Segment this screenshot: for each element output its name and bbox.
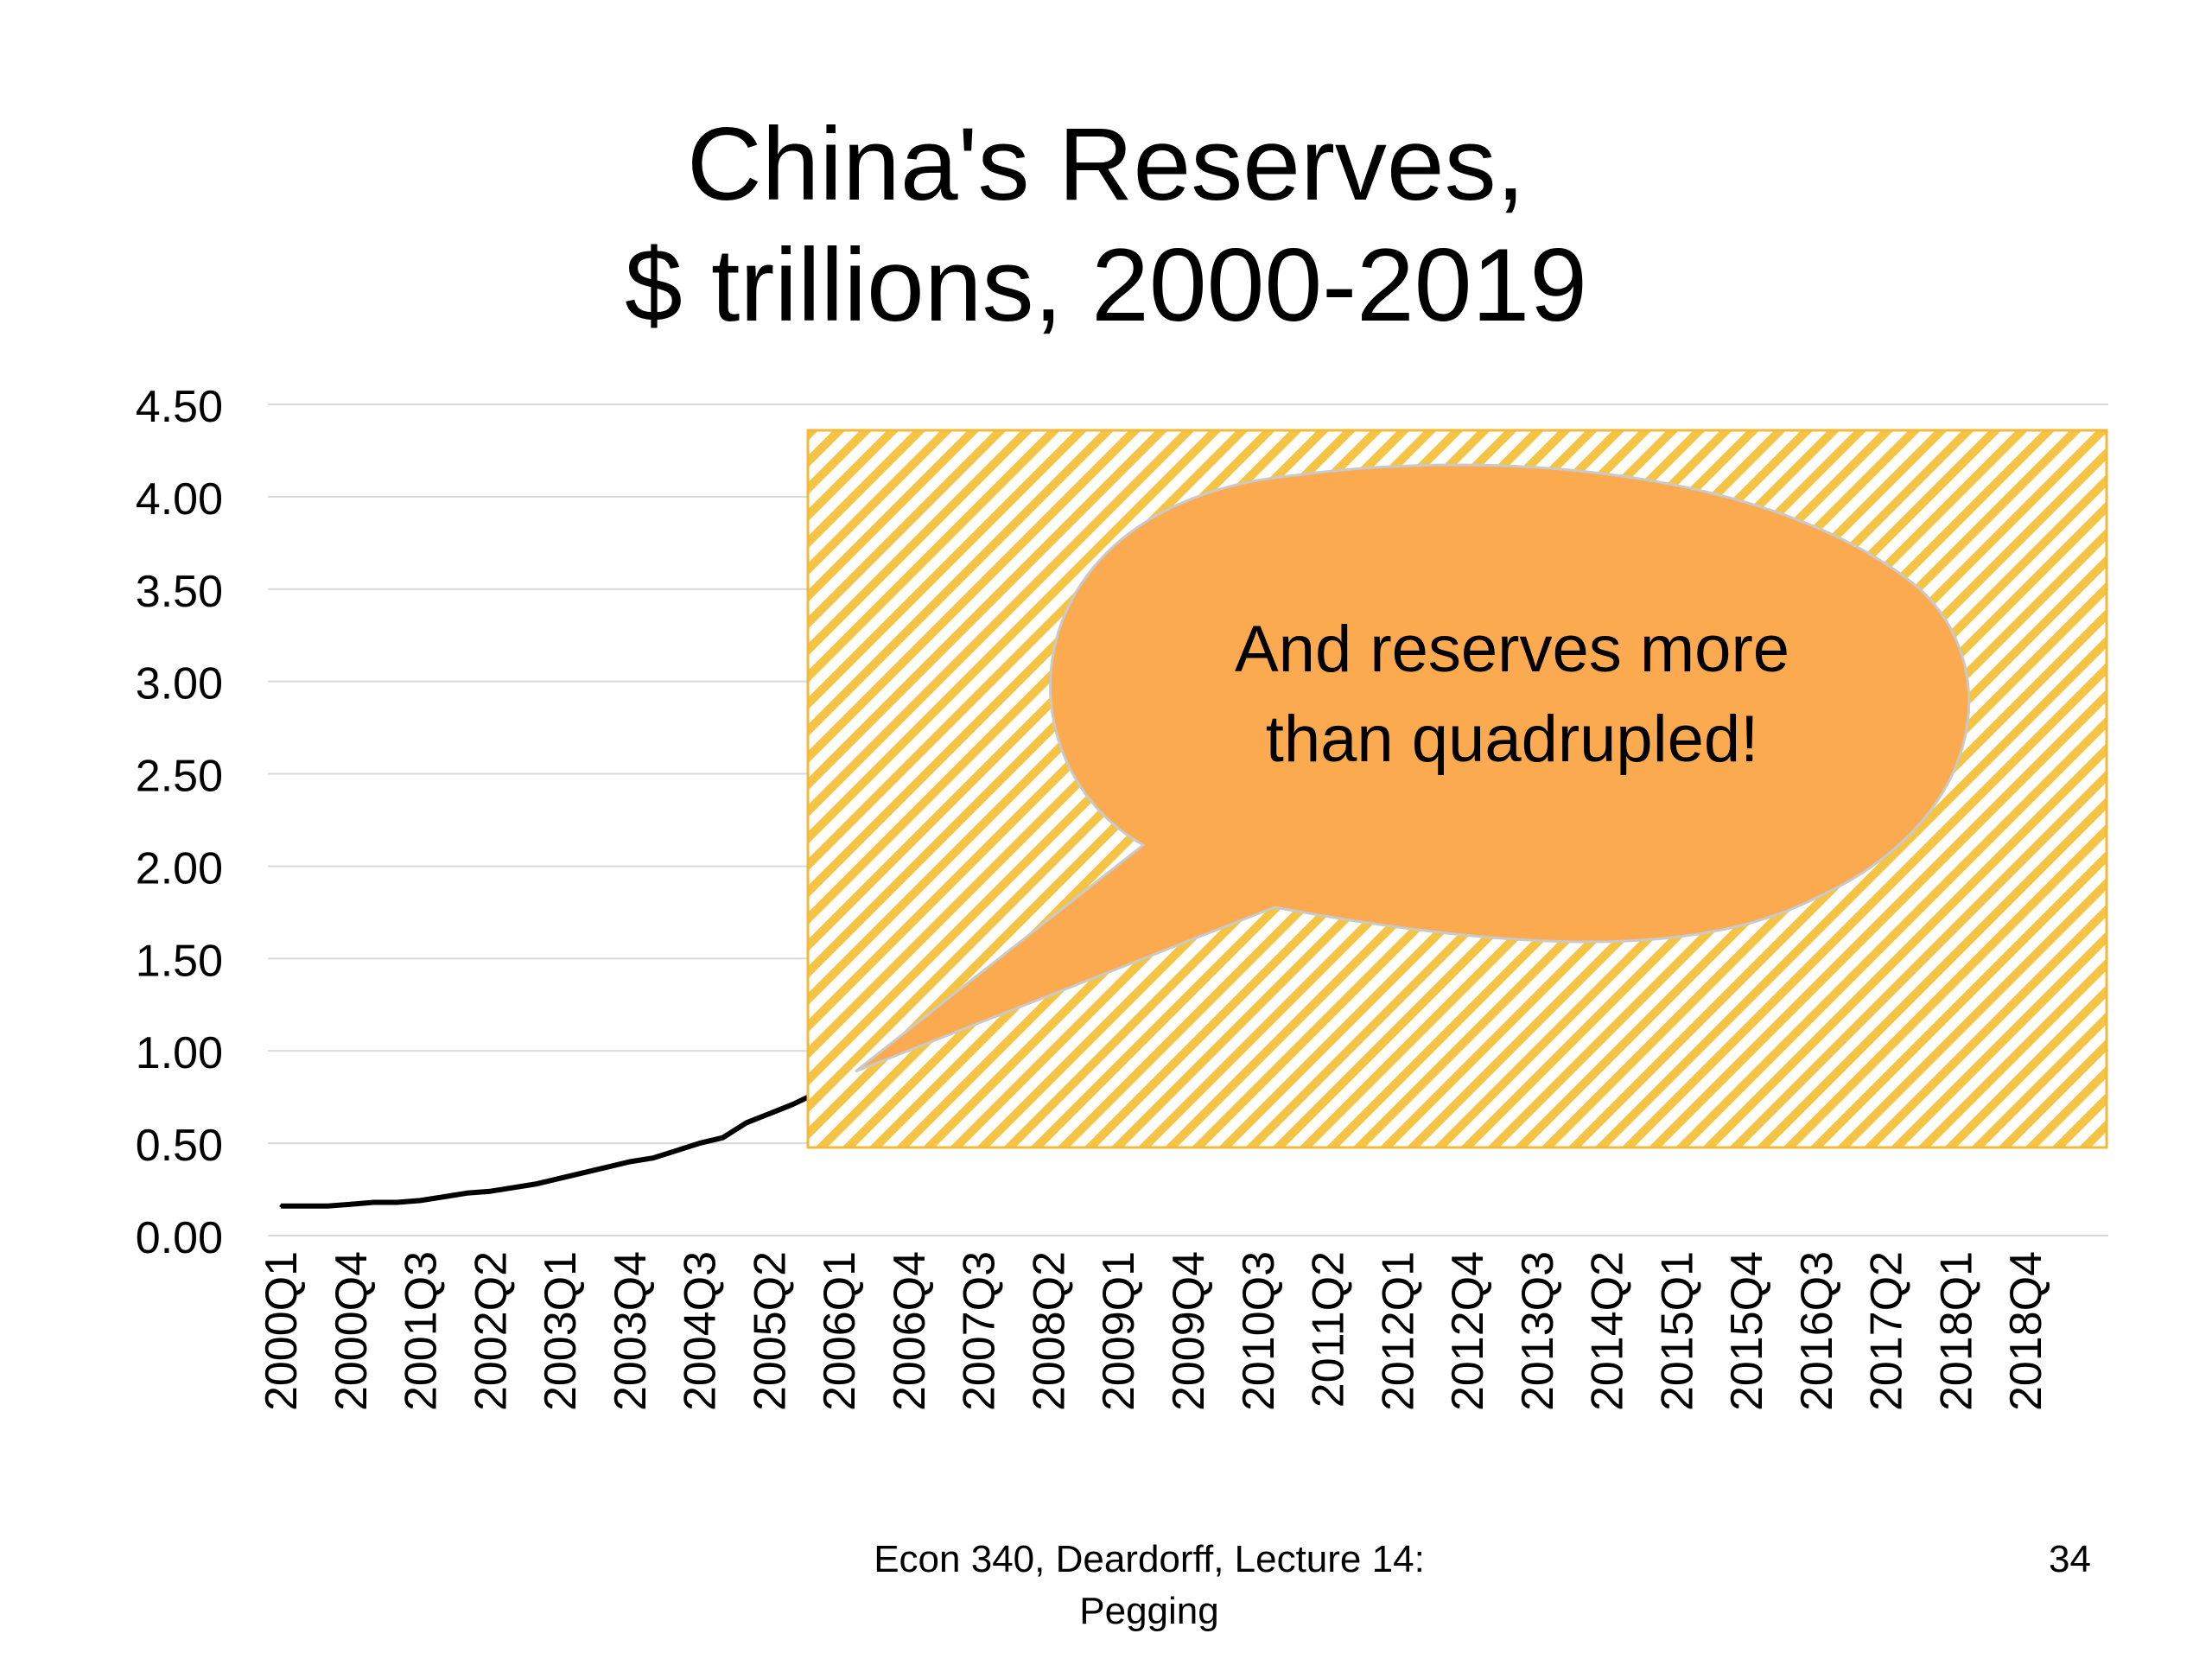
data-point bbox=[465, 1192, 468, 1195]
slide-title: China's Reserves, $ trillions, 2000-2019 bbox=[0, 104, 2212, 346]
y-tick-label: 0.50 bbox=[136, 1121, 223, 1171]
x-tick-label: 2018Q4 bbox=[2001, 1251, 2051, 1411]
data-point bbox=[558, 1177, 562, 1180]
x-tick-label: 2009Q4 bbox=[1164, 1251, 1214, 1411]
x-tick-label: 2006Q4 bbox=[885, 1251, 935, 1411]
y-tick-label: 1.00 bbox=[136, 1028, 223, 1078]
x-tick-label: 2012Q1 bbox=[1373, 1251, 1423, 1411]
page-number: 34 bbox=[2049, 1538, 2091, 1580]
data-point bbox=[279, 1205, 283, 1208]
x-tick-label: 2010Q3 bbox=[1234, 1251, 1284, 1411]
x-tick-label: 2012Q4 bbox=[1443, 1251, 1493, 1411]
x-tick-label: 2003Q1 bbox=[536, 1251, 586, 1411]
data-point bbox=[675, 1149, 678, 1153]
data-point bbox=[791, 1103, 794, 1106]
data-point bbox=[372, 1201, 376, 1205]
x-tick-label: 2003Q4 bbox=[606, 1251, 656, 1411]
x-tick-label: 2000Q4 bbox=[327, 1251, 377, 1411]
data-point bbox=[605, 1166, 608, 1169]
x-axis-tick-labels: 2000Q1 2000Q4 2001Q3 2002Q2 2003Q1 2003Q4 2004… bbox=[257, 1251, 2051, 1411]
data-point bbox=[698, 1141, 702, 1145]
footer-line-1: Econ 340, Deardorff, Lecture 14: bbox=[874, 1538, 1425, 1580]
series-layer bbox=[279, 1090, 817, 1209]
y-tick-label: 2.50 bbox=[136, 752, 223, 802]
footer-line-2: Pegging bbox=[1079, 1590, 1219, 1632]
x-tick-label: 2011Q2 bbox=[1304, 1251, 1354, 1408]
y-tick-label: 3.00 bbox=[136, 659, 223, 709]
title-line-1: China's Reserves, bbox=[687, 106, 1525, 222]
x-tick-label: 2015Q4 bbox=[1722, 1251, 1772, 1411]
x-tick-label: 2017Q2 bbox=[1862, 1251, 1912, 1411]
data-point bbox=[721, 1136, 725, 1140]
callout-line-1: And reserves more bbox=[1234, 613, 1790, 686]
callout-line-2: than quadrupled! bbox=[1265, 702, 1759, 776]
data-point bbox=[582, 1171, 585, 1174]
x-tick-label: 2004Q3 bbox=[676, 1251, 726, 1411]
title-line-2: $ trillions, 2000-2019 bbox=[624, 227, 1588, 343]
y-tick-label: 2.00 bbox=[136, 843, 223, 893]
data-point bbox=[628, 1160, 632, 1163]
data-point bbox=[396, 1201, 399, 1205]
data-point bbox=[326, 1205, 329, 1208]
x-tick-label: 2015Q1 bbox=[1652, 1251, 1702, 1411]
data-point bbox=[419, 1198, 423, 1202]
x-tick-label: 2005Q2 bbox=[745, 1251, 795, 1411]
y-axis-tick-labels: 0.00 0.50 1.00 1.50 2.00 2.50 3.00 3.50 4.00 4.50 bbox=[136, 382, 223, 1263]
x-tick-label: 2016Q3 bbox=[1792, 1251, 1842, 1411]
y-tick-label: 4.00 bbox=[136, 474, 223, 524]
data-point bbox=[442, 1195, 445, 1198]
x-tick-label: 2006Q1 bbox=[815, 1251, 865, 1411]
data-point bbox=[744, 1122, 747, 1125]
reserves-series-line bbox=[281, 1090, 817, 1209]
data-point bbox=[767, 1112, 771, 1116]
x-tick-label: 2013Q3 bbox=[1513, 1251, 1563, 1411]
speech-bubble-callout bbox=[855, 463, 1971, 1073]
x-tick-label: 2001Q3 bbox=[397, 1251, 447, 1411]
x-tick-label: 2000Q1 bbox=[257, 1251, 307, 1411]
y-tick-label: 1.50 bbox=[136, 936, 223, 986]
data-point bbox=[488, 1190, 492, 1193]
data-point bbox=[512, 1185, 515, 1189]
callout-text: And reserves more than quadrupled! bbox=[1097, 605, 1927, 785]
x-tick-label: 2002Q2 bbox=[466, 1251, 516, 1411]
x-tick-label: 2014Q2 bbox=[1583, 1251, 1633, 1411]
y-tick-label: 0.00 bbox=[136, 1213, 223, 1263]
x-tick-label: 2008Q2 bbox=[1024, 1251, 1074, 1411]
x-tick-label: 2018Q1 bbox=[1931, 1251, 1981, 1411]
y-tick-label: 4.50 bbox=[136, 382, 223, 432]
data-point bbox=[652, 1156, 655, 1160]
data-point bbox=[535, 1182, 538, 1185]
data-point bbox=[349, 1203, 353, 1206]
x-tick-label: 2009Q1 bbox=[1094, 1251, 1144, 1411]
data-point bbox=[302, 1205, 306, 1208]
y-tick-label: 3.50 bbox=[136, 567, 223, 617]
x-tick-label: 2007Q3 bbox=[955, 1251, 1005, 1411]
slide-footer: Econ 340, Deardorff, Lecture 14: Pegging bbox=[795, 1534, 1503, 1637]
